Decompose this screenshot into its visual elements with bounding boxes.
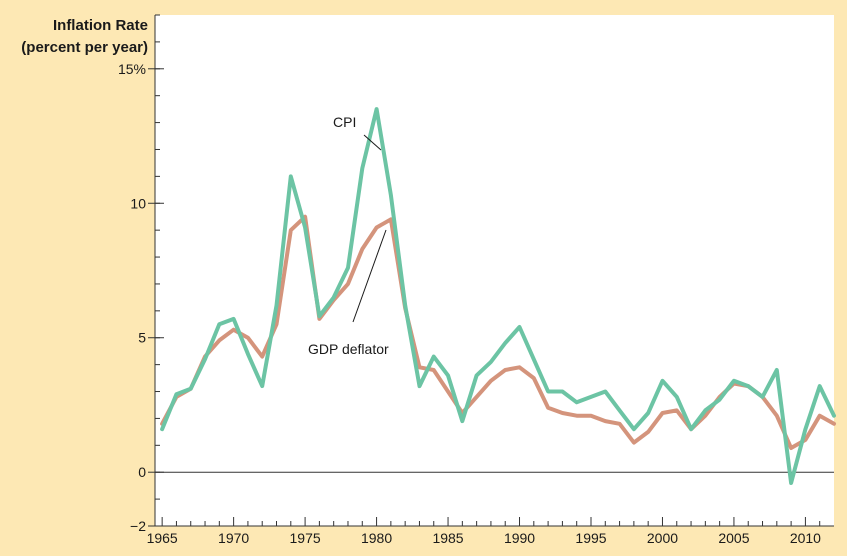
x-tick-label: 1995 xyxy=(575,530,606,546)
y-tick-label: 5 xyxy=(138,330,146,346)
y-tick-label: −2 xyxy=(130,518,146,534)
x-tick-label: 1975 xyxy=(290,530,321,546)
y-axis-title-line2: (percent per year) xyxy=(21,39,148,56)
plot-area xyxy=(155,15,834,526)
cpi-leader-line xyxy=(363,134,382,151)
gdp-deflator-series-label: GDP deflator xyxy=(308,341,389,357)
y-ticks: 15% 10 5 0 −2 xyxy=(118,61,164,534)
x-ticks: 1965 1970 1975 1980 1985 1990 1995 2000 2005 2010 xyxy=(147,517,821,546)
y-axis-title-line1: Inflation Rate xyxy=(53,17,148,34)
x-tick-label: 1965 xyxy=(147,530,178,546)
gdp-deflator-leader-line xyxy=(352,229,387,323)
x-tick-label: 1985 xyxy=(432,530,463,546)
x-tick-label: 1970 xyxy=(218,530,249,546)
series-lines xyxy=(160,107,836,485)
y-tick-label: 0 xyxy=(138,464,146,480)
y-tick-label: 10 xyxy=(130,195,146,211)
x-tick-label: 2005 xyxy=(718,530,749,546)
cpi-line xyxy=(160,107,836,485)
x-tick-label: 2000 xyxy=(647,530,678,546)
x-tick-label: 1980 xyxy=(361,530,392,546)
cpi-series-label: CPI xyxy=(333,114,356,130)
x-tick-label: 1990 xyxy=(504,530,535,546)
y-tick-label: 15% xyxy=(118,61,146,77)
x-tick-label: 2010 xyxy=(790,530,821,546)
